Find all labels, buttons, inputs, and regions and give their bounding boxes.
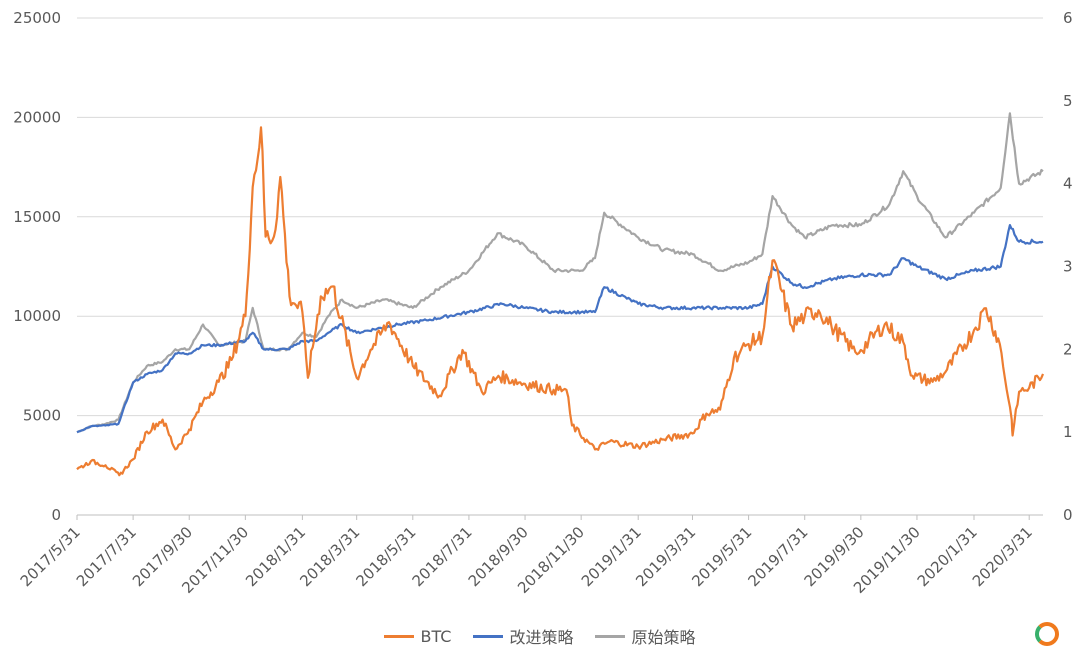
y-left-tick-label: 5000 [23,407,61,425]
legend: BTC 改进策略 原始策略 [0,624,1080,648]
legend-label: 改进策略 [509,628,574,647]
legend-item: BTC [384,624,451,648]
series-line-2 [76,112,1044,434]
brand-logo-icon [1035,622,1059,646]
legend-label: BTC [420,626,452,646]
legend-swatch [595,634,626,638]
x-tick-label: 2017/7/31 [73,523,140,590]
x-axis: 2017/5/312017/7/312017/9/302017/11/30201… [17,514,1043,597]
legend-item: 改进策略 [473,624,573,648]
y-left-tick-label: 15000 [13,208,61,226]
legend-label: 原始策略 [631,628,696,647]
legend-item: 原始策略 [595,624,696,648]
y-right-tick-label: 2 [1063,340,1073,358]
y-right-tick-label: 5 [1063,92,1073,110]
y-left-tick-label: 0 [51,506,61,524]
y-right-tick-label: 4 [1063,175,1073,193]
left-axis-ticks: 0 5000 10000 15000 20000 25000 [13,9,61,524]
x-tick-label: 2020/3/31 [969,523,1036,590]
x-tick-label: 2019/5/31 [688,523,755,590]
x-tick-label: 2019/7/31 [744,523,811,590]
y-left-tick-label: 20000 [13,108,61,126]
y-right-tick-label: 0 [1063,506,1073,524]
right-axis-ticks: 0 1 2 3 4 5 6 [1063,9,1073,524]
x-tick-label: 2017/5/31 [17,523,84,590]
y-right-tick-label: 3 [1063,258,1073,276]
legend-swatch [473,634,504,638]
x-tick-label: 2018/7/31 [409,523,476,590]
y-left-tick-label: 10000 [13,307,61,325]
y-right-tick-label: 6 [1063,9,1073,27]
y-left-tick-label: 25000 [13,9,61,27]
x-tick-label: 2018/5/31 [353,523,420,590]
legend-swatch [384,634,415,638]
series-line-0 [76,126,1045,477]
y-right-tick-label: 1 [1063,423,1073,441]
series-line-1 [76,224,1044,434]
series-lines [76,112,1045,477]
